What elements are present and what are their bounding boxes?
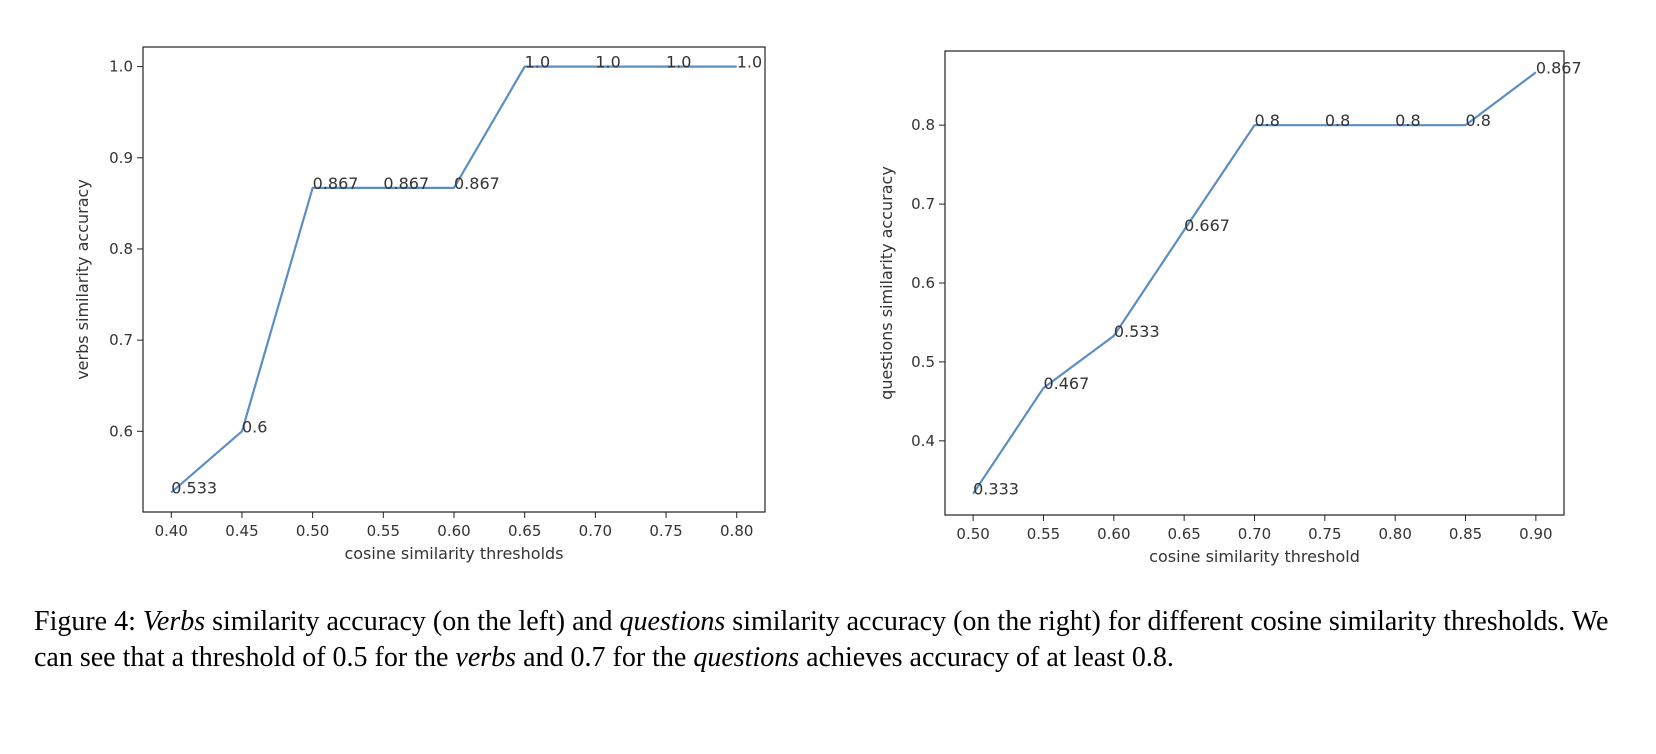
caption-emphasis: Verbs [142,606,206,637]
x-tick-label: 0.70 [579,522,612,540]
x-axis-label: cosine similarity thresholds [344,544,563,563]
series-line [972,71,1537,495]
caption-text: similarity accuracy (on the right) for d… [34,606,1609,673]
x-tick-label: 0.75 [649,522,682,540]
caption-emphasis: verbs [455,642,517,673]
y-tick-label: 0.8 [911,116,935,134]
data-point-label: 0.6 [242,417,267,436]
y-tick-label: 0.9 [109,149,133,167]
x-tick-label: 0.75 [1308,525,1341,543]
caption-emphasis: questions [693,642,800,673]
y-tick-label: 1.0 [109,58,133,76]
x-tick-label: 0.65 [1167,525,1200,543]
y-tick-label: 0.5 [911,353,935,371]
questions-accuracy-chart: 0.50 0.55 0.60 0.65 0.70 0.75 0.80 0.85 0.90 0.4 0… [877,50,1582,566]
x-tick-label: 0.70 [1238,525,1271,543]
x-axis-label: cosine similarity threshold [1149,547,1360,566]
data-point-label: 0.533 [1114,322,1160,341]
x-tick-label: 0.50 [296,522,329,540]
x-tick-label: 0.45 [225,522,258,540]
x-tick-label: 0.80 [1378,525,1411,543]
caption-emphasis: questions [619,606,726,637]
data-point-label: 0.333 [973,480,1019,499]
caption-text: and 0.7 for the [516,642,694,673]
x-tick-label: 0.80 [720,522,753,540]
y-tick-label: 0.4 [911,432,935,450]
data-point-label: 0.8 [1325,111,1350,130]
y-tick-label: 0.8 [109,240,133,258]
caption-text: similarity accuracy (on the left) and [205,606,620,637]
data-point-label: 1.0 [525,53,550,72]
data-point-label: 0.867 [383,174,429,193]
x-tick-label: 0.55 [367,522,400,540]
x-tick-label: 0.65 [508,522,541,540]
data-point-label: 0.867 [1536,58,1582,77]
data-point-label: 0.533 [171,478,217,497]
y-tick-label: 0.7 [109,331,133,349]
caption-text: achieves accuracy of at least 0.8. [799,642,1174,673]
verbs-accuracy-chart: 0.40 0.45 0.50 0.55 0.60 0.65 0.70 0.75 0.80 0.6 0… [73,46,766,563]
x-tick-label: 0.90 [1519,525,1552,543]
figure-caption: Figure 4: Verbs similarity accuracy (on … [34,604,1634,676]
x-tick-label: 0.60 [1097,525,1130,543]
plot-frame [142,46,766,513]
caption-text: Figure 4: [34,606,143,637]
x-tick-label: 0.50 [956,525,989,543]
x-tick-label: 0.40 [155,522,188,540]
data-point-label: 0.867 [454,174,500,193]
data-point-label: 0.8 [1466,111,1491,130]
y-axis-label: verbs similarity accuracy [73,179,92,380]
data-point-label: 1.0 [666,53,691,72]
y-tick-label: 0.7 [911,195,935,213]
x-tick-label: 0.85 [1449,525,1482,543]
data-point-label: 0.8 [1395,111,1420,130]
x-tick-label: 0.60 [437,522,470,540]
x-tick-label: 0.55 [1027,525,1060,543]
figure: 0.40 0.45 0.50 0.55 0.60 0.65 0.70 0.75 0.80 0.6 0… [73,46,1582,566]
data-point-label: 0.8 [1255,111,1280,130]
y-tick-label: 0.6 [109,422,133,440]
data-point-label: 0.867 [313,174,359,193]
y-tick-label: 0.6 [911,274,935,292]
data-point-label: 1.0 [737,53,762,72]
data-point-label: 0.467 [1043,374,1089,393]
data-point-label: 1.0 [595,53,620,72]
data-point-label: 0.667 [1184,216,1230,235]
y-axis-label: questions similarity accuracy [877,166,896,400]
